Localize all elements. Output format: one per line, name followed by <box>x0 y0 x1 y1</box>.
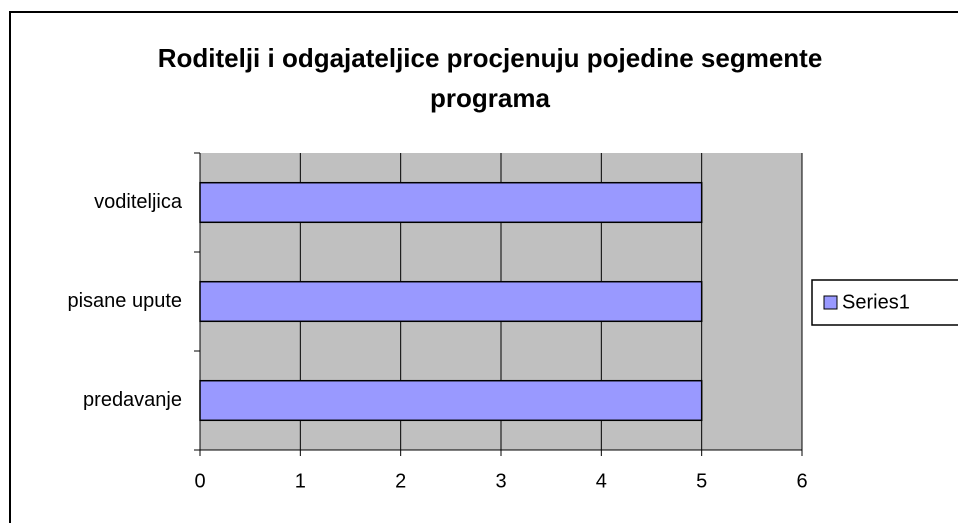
bar <box>199 280 703 323</box>
x-tick-label: 3 <box>495 470 506 492</box>
x-tick-label: 4 <box>596 470 607 492</box>
x-tick-label: 0 <box>194 470 205 492</box>
y-tick-label: predavanje <box>83 389 182 411</box>
y-tick-label: pisane upute <box>67 290 182 312</box>
x-tick-label: 2 <box>395 470 406 492</box>
legend-marker <box>823 295 838 310</box>
chart-title: Roditelji i odgajateljice procjenuju poj… <box>157 43 823 113</box>
x-tick-label: 6 <box>796 470 807 492</box>
x-tick-label: 5 <box>696 470 707 492</box>
y-tick-label: voditeljica <box>94 191 183 213</box>
legend-label: Series1 <box>842 291 910 313</box>
bar <box>199 181 703 224</box>
x-tick-label: 1 <box>295 470 306 492</box>
bar <box>199 379 703 422</box>
